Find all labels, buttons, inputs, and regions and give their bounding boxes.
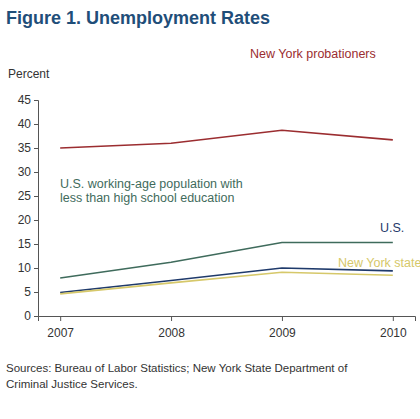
plot: 0 5 10 15 20 25 30 35 40 45 2007 2008 2009 2010 New Yo… (18, 47, 420, 340)
x-tick: 2009 (269, 316, 296, 340)
series-label: U.S. (380, 221, 404, 235)
y-tick-mark (34, 292, 38, 293)
series-label-line: less than high school education (60, 191, 234, 205)
y-tick-label: 10 (18, 261, 32, 275)
series-line (60, 130, 393, 148)
y-tick-mark (34, 244, 38, 245)
series-line (60, 272, 393, 294)
y-tick-mark (34, 268, 38, 269)
y-axis-title: Percent (8, 67, 50, 81)
x-tick-mark (393, 316, 394, 321)
y-tick-label: 45 (18, 93, 32, 107)
x-tick: 2008 (158, 316, 185, 340)
y-tick-mark (34, 148, 38, 149)
y-tick-mark (34, 316, 38, 317)
y-tick-mark (34, 196, 38, 197)
x-tick-mark (171, 316, 172, 321)
y-tick: 30 (18, 165, 38, 179)
y-tick: 40 (18, 117, 38, 131)
series-label: U.S. working-age population withless tha… (60, 177, 243, 205)
source: Sources: Bureau of Labor Statistics; New… (6, 362, 348, 390)
x-tick: 2010 (380, 316, 407, 340)
series-label-line: U.S. (380, 221, 404, 235)
y-tick-label: 40 (18, 117, 32, 131)
x-tick-label: 2010 (380, 326, 407, 340)
y-tick: 35 (18, 141, 38, 155)
y-tick-label: 0 (24, 309, 31, 323)
series-label-line: New York state (338, 256, 420, 270)
y-tick: 15 (18, 237, 38, 251)
y-tick-label: 15 (18, 237, 32, 251)
x-tick-label: 2007 (47, 326, 74, 340)
y-tick: 45 (18, 93, 38, 107)
chart: Figure 1. Unemployment Rates Percent 0 5 10 1… (0, 0, 420, 419)
source-line: Criminal Justice Services. (6, 378, 138, 390)
y-axis: 0 5 10 15 20 25 30 35 40 45 (18, 93, 39, 323)
y-tick-label: 30 (18, 165, 32, 179)
y-tick-label: 35 (18, 141, 32, 155)
x-axis-line (39, 317, 416, 322)
x-axis: 2007 2008 2009 2010 (39, 316, 416, 340)
y-tick-mark (34, 124, 38, 125)
y-tick-label: 25 (18, 189, 32, 203)
y-tick: 5 (24, 285, 38, 299)
x-tick-mark (282, 316, 283, 321)
x-tick: 2007 (47, 316, 74, 340)
x-tick-label: 2009 (269, 326, 296, 340)
series-labels: New York probationers U.S. working-age po… (60, 47, 420, 270)
y-tick: 0 (24, 309, 38, 323)
y-axis-line (34, 101, 39, 317)
y-tick: 20 (18, 213, 38, 227)
y-tick-mark (34, 100, 38, 101)
y-tick-label: 20 (18, 213, 32, 227)
source-line: Sources: Bureau of Labor Statistics; New… (6, 362, 348, 374)
title: Figure 1. Unemployment Rates (6, 8, 270, 28)
series-label-line: U.S. working-age population with (60, 177, 243, 191)
y-tick-label: 5 (24, 285, 31, 299)
series-label-line: New York probationers (250, 47, 376, 61)
x-tick-label: 2008 (158, 326, 185, 340)
series-label: New York probationers (250, 47, 376, 61)
y-tick-mark (34, 172, 38, 173)
y-tick: 25 (18, 189, 38, 203)
y-tick-mark (34, 220, 38, 221)
series-label: New York state (338, 256, 420, 270)
y-tick: 10 (18, 261, 38, 275)
x-tick-mark (60, 316, 61, 321)
